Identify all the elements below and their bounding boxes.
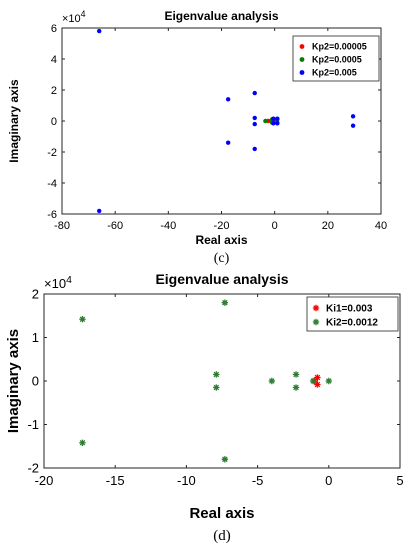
data-point <box>221 456 229 463</box>
y-axis-label: Imaginary axis <box>7 79 21 163</box>
x-tick-label: 20 <box>322 220 334 232</box>
data-point <box>221 299 229 306</box>
y-tick-label: 4 <box>51 54 57 66</box>
data-point <box>275 121 280 126</box>
data-point <box>252 146 257 152</box>
star-marker-strokes <box>213 371 220 378</box>
star-marker-strokes <box>79 439 86 446</box>
data-point <box>350 114 356 119</box>
data-point <box>225 97 231 102</box>
legend-label: Ki1=0.003 <box>326 304 373 315</box>
x-tick-label: 0 <box>325 473 332 488</box>
series-1 <box>79 299 332 463</box>
data-point <box>350 123 356 128</box>
star-marker-strokes <box>314 374 321 381</box>
data-point <box>309 377 317 385</box>
data-point <box>268 377 276 385</box>
data-point <box>252 121 257 127</box>
star-marker-strokes <box>312 304 320 312</box>
y-tick-label: -4 <box>47 178 57 190</box>
legend-marker <box>312 304 320 312</box>
x-tick-label: -60 <box>107 220 123 232</box>
data-point <box>252 115 257 121</box>
x-tick-label: 0 <box>272 220 278 232</box>
y-exponent-label: ×104 <box>44 275 72 291</box>
y-tick-label: 0 <box>32 374 39 389</box>
data-point <box>275 116 280 121</box>
data-point <box>79 316 86 323</box>
y-exponent-label: ×104 <box>62 9 86 25</box>
data-point <box>325 377 332 385</box>
x-tick-label: -10 <box>177 473 196 488</box>
y-axis-label: Imaginary axis <box>5 329 22 433</box>
data-point <box>213 384 220 391</box>
legend-marker <box>299 70 305 75</box>
star-marker-strokes <box>213 384 220 391</box>
star-marker-strokes <box>221 299 229 306</box>
x-tick-label: 5 <box>396 473 403 488</box>
chart-d: -20 -15 -10 -5 0 5 2 1 0 -1 -2 Eigenvalue analysis ×… <box>5 271 404 544</box>
legend-box <box>292 35 380 82</box>
chart-title: Eigenvalue analysis <box>155 271 288 287</box>
y-tick-label: 2 <box>51 85 57 97</box>
legend-marker <box>299 44 305 49</box>
x-tick-label: -5 <box>252 473 264 488</box>
y-tick-label: 1 <box>32 330 39 345</box>
legend-label: Kp2=0.0005 <box>312 55 362 65</box>
data-point <box>97 208 102 214</box>
legend-marker <box>299 57 305 62</box>
y-tick-label: 2 <box>32 287 39 302</box>
y-tick-label: 6 <box>51 23 57 35</box>
data-point <box>292 371 300 378</box>
legend-marker <box>312 318 320 326</box>
data-point <box>213 371 220 378</box>
series-2 <box>97 28 356 214</box>
y-tick-label: -1 <box>27 417 39 432</box>
figure-caption: (d) <box>213 528 231 544</box>
data-point <box>314 381 321 388</box>
x-tick-label: -80 <box>54 220 70 232</box>
data-point <box>252 90 257 96</box>
legend-box <box>306 296 399 332</box>
legend-label: Ki2=0.0012 <box>326 318 378 329</box>
data-point <box>271 121 276 126</box>
star-marker-strokes <box>314 381 321 388</box>
chart-title: Eigenvalue analysis <box>164 9 278 23</box>
y-tick-label: 0 <box>51 116 57 128</box>
data-point <box>292 384 300 391</box>
star-marker-strokes <box>325 377 332 385</box>
y-tick-label: -2 <box>27 461 39 476</box>
star-marker-strokes <box>292 384 300 391</box>
data-point <box>314 374 321 381</box>
x-tick-label: -20 <box>35 473 54 488</box>
star-marker-strokes <box>292 371 300 378</box>
star-marker-strokes <box>309 377 317 385</box>
data-point <box>97 28 102 34</box>
legend-label: Kp2=0.005 <box>312 68 357 78</box>
data-point <box>271 116 276 121</box>
figure-caption: (c) <box>214 251 230 266</box>
x-tick-label: -40 <box>160 220 176 232</box>
star-marker-strokes <box>312 318 320 326</box>
x-tick-label: -20 <box>214 220 230 232</box>
star-marker-strokes <box>221 456 229 463</box>
x-axis-label: Real axis <box>195 233 247 247</box>
y-tick-label: -6 <box>47 209 57 221</box>
x-tick-label: -15 <box>106 473 125 488</box>
data-point <box>79 439 86 446</box>
data-point <box>225 140 231 145</box>
star-marker-strokes <box>79 316 86 323</box>
x-axis-label: Real axis <box>189 505 254 522</box>
legend-label: Kp2=0.00005 <box>312 42 367 52</box>
star-marker-strokes <box>268 377 276 385</box>
data-point <box>263 118 268 124</box>
y-tick-label: -2 <box>47 147 57 159</box>
x-tick-label: 40 <box>375 220 387 232</box>
